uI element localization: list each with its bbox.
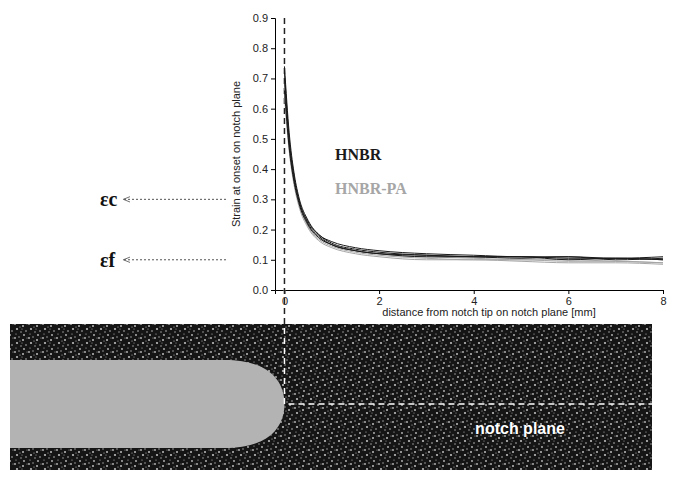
y-tick: 0.0 xyxy=(253,284,275,296)
y-tick: 0.1 xyxy=(253,254,275,266)
x-tick-label: 8 xyxy=(660,295,666,307)
y-tick-mark xyxy=(271,48,275,49)
x-tick: 4 xyxy=(471,290,477,307)
y-tick: 0.6 xyxy=(253,103,275,115)
chart: 0.00.10.20.30.40.50.60.70.80.902468Strai… xyxy=(0,0,682,477)
series-line xyxy=(284,84,663,262)
y-tick-mark xyxy=(271,109,275,110)
y-tick: 0.8 xyxy=(253,42,275,54)
x-tick: 8 xyxy=(660,290,666,307)
y-tick-label: 0.0 xyxy=(253,284,268,296)
y-tick-mark xyxy=(271,78,275,79)
y-tick-mark xyxy=(271,290,275,291)
y-tick-label: 0.4 xyxy=(253,163,268,175)
y-tick-label: 0.5 xyxy=(253,133,268,145)
y-tick: 0.5 xyxy=(253,133,275,145)
x-tick-mark xyxy=(663,290,664,294)
x-tick-label: 4 xyxy=(471,295,477,307)
y-tick-mark xyxy=(271,169,275,170)
notch xyxy=(10,360,284,448)
series-line xyxy=(284,78,663,262)
series-line xyxy=(284,97,663,265)
x-axis-line xyxy=(276,291,664,295)
y-tick-label: 0.3 xyxy=(253,193,268,205)
annotation-label: εc xyxy=(100,188,118,210)
y-axis-title: Strain at onset on notch plane xyxy=(230,81,242,227)
y-tick: 0.9 xyxy=(253,12,275,24)
y-axis: 0.0 0.1 0.2 0.3 0.4 0.5 0.6 0.7 0.8 0.9 xyxy=(253,12,276,296)
legend-entry: HNBR-PA xyxy=(335,180,407,197)
y-tick-label: 0.2 xyxy=(253,224,268,236)
x-tick-label: 6 xyxy=(566,295,572,307)
annotation-arrow xyxy=(124,199,226,200)
y-tick-mark xyxy=(271,199,275,200)
notch-plane-line xyxy=(284,18,652,404)
x-tick-mark xyxy=(474,290,475,294)
lines xyxy=(284,66,663,264)
y-tick-label: 0.6 xyxy=(253,103,268,115)
y-tick-label: 0.9 xyxy=(253,12,268,24)
y-tick-label: 0.7 xyxy=(253,72,268,84)
y-axis-line xyxy=(271,19,276,291)
series-line xyxy=(284,66,663,259)
image-label: notch plane xyxy=(475,420,565,437)
x-tick: 6 xyxy=(566,290,572,307)
legend-entry: HNBR xyxy=(335,146,382,163)
series-line xyxy=(284,91,663,260)
y-tick: 0.3 xyxy=(253,193,275,205)
y-tick-label: 0.8 xyxy=(253,42,268,54)
y-tick: 0.4 xyxy=(253,163,275,175)
x-tick-label: 2 xyxy=(377,295,383,307)
x-tick: 2 xyxy=(377,290,383,307)
x-tick-mark xyxy=(379,290,380,294)
series-line xyxy=(284,78,663,259)
series-line xyxy=(284,72,663,258)
annotation-arrow xyxy=(124,259,226,260)
speckle-image xyxy=(10,324,652,470)
x-tick-mark xyxy=(568,290,569,294)
x-axis-title: distance from notch tip on notch plane [… xyxy=(382,306,595,318)
y-tick-mark xyxy=(271,230,275,231)
y-tick: 0.2 xyxy=(253,224,275,236)
y-tick-mark xyxy=(271,260,275,261)
y-tick: 0.7 xyxy=(253,72,275,84)
x-axis: 02468 xyxy=(276,290,667,307)
y-tick-mark xyxy=(271,139,275,140)
annotation-label: εf xyxy=(100,249,116,271)
notch-tip-line xyxy=(284,18,286,324)
y-tick-mark xyxy=(271,18,275,19)
y-tick-label: 0.1 xyxy=(253,254,268,266)
